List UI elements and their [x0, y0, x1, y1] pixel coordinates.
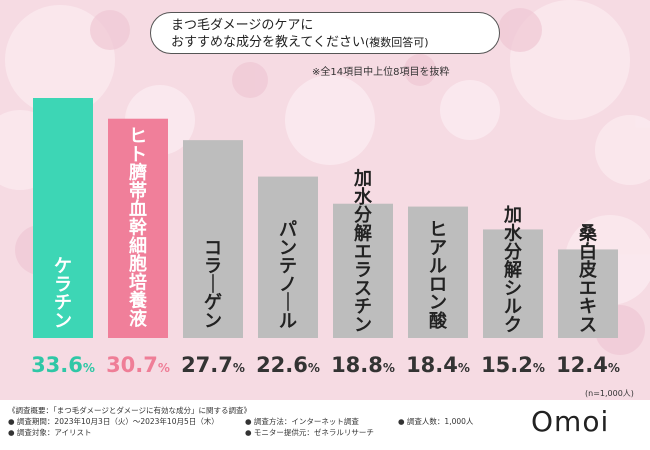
bar-7	[483, 229, 543, 338]
category-label-2: ヒト臍帯血幹細胞培養液	[128, 126, 148, 330]
value-label-7: 15.2%	[481, 353, 545, 377]
value-label-3: 27.7%	[181, 353, 245, 377]
bar-2	[108, 118, 168, 338]
category-label-7: 加水分解シルク	[503, 205, 523, 336]
value-label-4: 22.6%	[256, 353, 320, 377]
bar-1	[33, 98, 93, 338]
chart-title-line1: まつ毛ダメージのケアに	[171, 18, 314, 33]
category-label-4: パンテノ｜ル	[279, 220, 297, 333]
bar-8	[558, 249, 618, 338]
value-label-2: 30.7%	[106, 353, 170, 377]
category-label-8: 桑白皮エキス	[579, 224, 598, 337]
value-label-5: 18.8%	[331, 353, 395, 377]
chart-title-box: まつ毛ダメージのケアに おすすめな成分を教えてください(複数回答可)	[150, 12, 500, 54]
survey-method: ● 調査方法：インターネット調査	[245, 417, 359, 426]
bar-chart: ケラチン 33.6% ヒト臍帯血幹細胞培養液 30.7% コラ｜ゲン 27.7% パンテノ｜…	[31, 98, 620, 377]
bar-6	[408, 206, 468, 338]
category-label-1: ケラチン	[54, 256, 72, 332]
chart-title-line2-main: おすすめな成分を教えてください	[171, 35, 365, 50]
value-label-8: 12.4%	[556, 353, 620, 377]
sample-size-label: (n=1,000人)	[585, 389, 634, 398]
bar-4	[258, 176, 318, 338]
bar-3	[183, 140, 243, 338]
bar-5	[333, 203, 393, 338]
survey-provider: ● モニター提供元：ゼネラルリサーチ	[245, 428, 374, 437]
survey-target: ● 調査対象：アイリスト	[8, 428, 92, 437]
survey-summary: 《調査概要：「まつ毛ダメージとダメージに有効な成分」に関する調査》	[8, 406, 251, 415]
omoi-logo: Omoi	[531, 405, 610, 438]
value-label-6: 18.4%	[406, 353, 470, 377]
excerpt-note: ※全14項目中上位8項目を抜粋	[312, 67, 450, 78]
category-label-5: 加水分解エラスチン	[353, 169, 373, 336]
category-label-3: コラ｜ゲン	[204, 238, 222, 332]
category-label-6: ヒアルロン酸	[429, 220, 448, 333]
chart-title-suffix: (複数回答可)	[364, 36, 429, 49]
chart-title-line2: おすすめな成分を教えてください(複数回答可)	[171, 34, 499, 51]
survey-period: ● 調査期間：2023年10月3日（火）～2023年10月5日（木）	[8, 417, 219, 426]
survey-count: ● 調査人数：1,000人	[398, 417, 474, 426]
value-label-1: 33.6%	[31, 353, 95, 377]
survey-footer: 《調査概要：「まつ毛ダメージとダメージに有効な成分」に関する調査》 ● 調査期間…	[0, 400, 650, 450]
